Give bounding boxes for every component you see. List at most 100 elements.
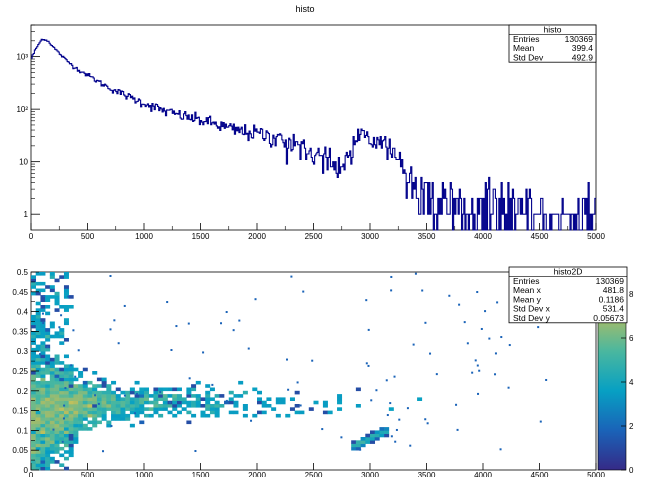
heatmap-cell xyxy=(153,400,159,405)
heatmap-cell xyxy=(45,400,51,405)
heatmap-cell xyxy=(322,400,328,405)
heatmap-cell xyxy=(35,394,41,398)
heatmap-cell xyxy=(78,404,84,408)
heatmap-outlier xyxy=(499,448,502,451)
heatmap-cell xyxy=(59,410,65,415)
heatmap-cell xyxy=(96,407,102,411)
heatmap-cell xyxy=(63,397,69,401)
heatmap-cell xyxy=(139,387,145,392)
heatmap-cell xyxy=(31,334,37,339)
heatmap-cell xyxy=(59,394,65,398)
heatmap-cell xyxy=(101,417,107,421)
heatmap-cell xyxy=(40,344,46,349)
heatmap-cell xyxy=(92,400,98,405)
heatmap-cell xyxy=(172,407,178,411)
heatmap-cell xyxy=(120,397,126,401)
heatmap-cell xyxy=(87,413,93,418)
heatmap-cell xyxy=(63,338,69,342)
heatmap-outlier xyxy=(409,444,412,447)
x-tick-label: 3500 xyxy=(418,471,436,477)
heatmap-cell xyxy=(148,413,154,418)
heatmap-cell xyxy=(45,427,51,431)
heatmap-cell xyxy=(92,371,98,375)
heatmap-cell xyxy=(40,377,46,382)
heatmap-cell xyxy=(200,404,206,408)
heatmap-cell xyxy=(49,361,55,365)
x-tick-label: 1500 xyxy=(192,232,210,241)
heatmap-cell xyxy=(365,440,371,444)
stats-value: 0.1186 xyxy=(599,294,625,304)
heatmap-cell xyxy=(228,410,234,415)
heatmap-cell xyxy=(384,430,390,434)
heatmap-cell xyxy=(205,397,211,401)
heatmap-cell xyxy=(73,410,79,415)
heatmap-cell xyxy=(40,380,46,385)
heatmap-cell xyxy=(219,394,225,398)
heatmap-cell xyxy=(63,390,69,395)
heatmap-cell xyxy=(106,384,112,388)
heatmap-cell xyxy=(54,400,60,405)
heatmap-cell xyxy=(68,367,74,372)
heatmap-cell xyxy=(40,305,46,309)
heatmap-outlier xyxy=(435,373,438,376)
heatmap-cell xyxy=(106,390,112,395)
heatmap-cell xyxy=(31,410,37,415)
heatmap-cell xyxy=(49,460,55,464)
heatmap-cell xyxy=(139,400,145,405)
heatmap-cell xyxy=(35,281,41,286)
heatmap-cell xyxy=(54,380,60,385)
heatmap-outlier xyxy=(194,450,197,453)
heatmap-cell xyxy=(257,390,263,395)
heatmap-cell xyxy=(54,394,60,398)
heatmap-cell xyxy=(351,440,357,444)
heatmap-cell xyxy=(63,443,69,448)
heatmap-outlier xyxy=(365,362,368,365)
heatmap-cell xyxy=(63,367,69,372)
heatmap-cell xyxy=(45,404,51,408)
heatmap-cell xyxy=(31,278,37,283)
heatmap-cell xyxy=(82,417,88,421)
heatmap-cell xyxy=(153,407,159,411)
heatmap-cell xyxy=(31,371,37,375)
heatmap-cell xyxy=(49,384,55,388)
heatmap-cell xyxy=(63,318,69,322)
stats-label: Std Dev y xyxy=(513,313,551,323)
heatmap-cell xyxy=(49,450,55,454)
x-tick-label: 1500 xyxy=(192,471,210,477)
heatmap-cell xyxy=(261,404,267,408)
heatmap-cell xyxy=(40,397,46,401)
heatmap-cell xyxy=(54,387,60,392)
heatmap-cell xyxy=(78,397,84,401)
x-tick-label: 4000 xyxy=(474,471,492,477)
heatmap-outlier xyxy=(202,351,205,354)
heatmap-cell xyxy=(181,407,187,411)
heatmap-cell xyxy=(82,400,88,405)
x-tick-label: 3000 xyxy=(361,471,379,477)
heatmap-outlier xyxy=(507,386,510,389)
heatmap-cell xyxy=(49,285,55,289)
x-tick-label: 500 xyxy=(81,471,95,477)
heatmap-cell xyxy=(148,394,154,398)
heatmap-cell xyxy=(101,384,107,388)
heatmap-cell xyxy=(63,275,69,279)
heatmap-cell xyxy=(134,397,140,401)
heatmap-cell xyxy=(40,328,46,332)
heatmap-cell xyxy=(35,354,41,359)
heatmap-cell xyxy=(31,357,37,362)
stats-value: 399.4 xyxy=(572,43,594,53)
heatmap-cell xyxy=(228,397,234,401)
heatmap-cell xyxy=(54,397,60,401)
heatmap-outlier xyxy=(311,359,314,362)
heatmap-cell xyxy=(49,400,55,405)
heatmap-cell xyxy=(200,397,206,401)
heatmap-cell xyxy=(35,390,41,395)
heatmap-cell xyxy=(54,437,60,441)
heatmap-cell xyxy=(172,404,178,408)
heatmap-cell xyxy=(54,430,60,434)
heatmap-cell xyxy=(31,463,37,467)
heatmap-cell xyxy=(209,404,215,408)
heatmap-outlier xyxy=(463,321,466,324)
heatmap-cell xyxy=(31,285,37,289)
heatmap-cell xyxy=(45,420,51,425)
heatmap-cell xyxy=(191,413,197,418)
